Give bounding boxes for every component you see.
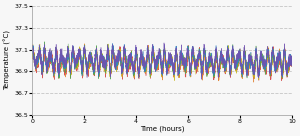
X-axis label: Time (hours): Time (hours) — [140, 125, 184, 132]
Y-axis label: Temperature (°C): Temperature (°C) — [4, 30, 11, 90]
